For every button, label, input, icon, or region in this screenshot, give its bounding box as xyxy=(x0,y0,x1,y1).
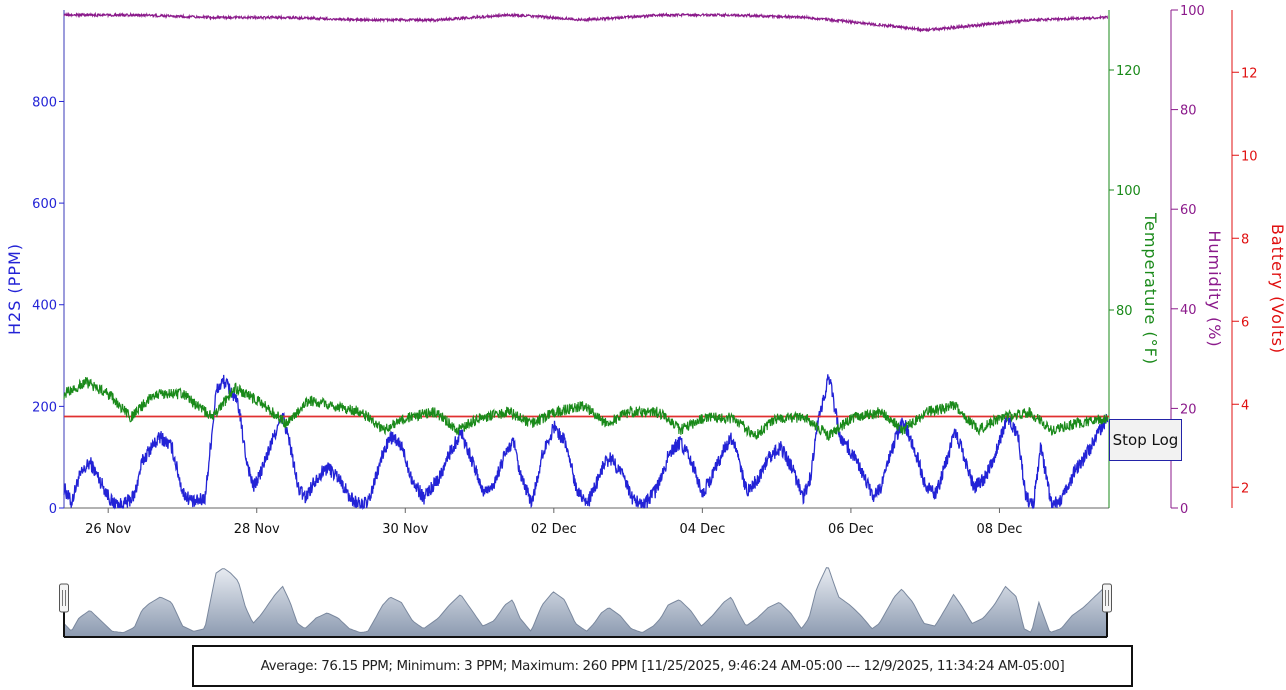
temperature-series-line xyxy=(63,376,1109,442)
x-tick-label: 30 Nov xyxy=(382,522,428,537)
h2s-axis-title: H2S (PPM) xyxy=(5,243,24,335)
statistics-summary: Average: 76.15 PPM; Minimum: 3 PPM; Maxi… xyxy=(192,645,1133,687)
h2s-tick-label: 600 xyxy=(32,197,57,212)
navigator-right-handle[interactable] xyxy=(1102,583,1112,613)
battery-tick-label: 12 xyxy=(1241,66,1258,81)
x-tick-label: 06 Dec xyxy=(828,522,874,537)
h2s-tick-label: 0 xyxy=(49,502,57,517)
battery-tick-label: 4 xyxy=(1241,398,1249,413)
temperature-axis-title: Temperature (°F) xyxy=(1141,212,1160,365)
x-tick-label: 08 Dec xyxy=(977,522,1023,537)
navigator-area xyxy=(63,567,1108,638)
h2s-tick-label: 800 xyxy=(32,95,57,110)
temperature-tick-label: 100 xyxy=(1116,184,1141,199)
stop-log-button[interactable]: Stop Log xyxy=(1109,419,1182,461)
h2s-tick-label: 400 xyxy=(32,299,57,314)
h2s-series-line xyxy=(63,374,1109,510)
humidity-tick-label: 60 xyxy=(1180,203,1197,218)
battery-axis-title: Battery (Volts) xyxy=(1268,224,1286,354)
battery-tick-label: 10 xyxy=(1241,149,1258,164)
navigator-left-handle[interactable] xyxy=(59,583,69,613)
humidity-series-line xyxy=(63,11,1109,33)
humidity-tick-label: 0 xyxy=(1180,502,1188,517)
handle-body xyxy=(1102,583,1112,613)
battery-tick-label: 2 xyxy=(1241,481,1249,496)
x-tick-label: 26 Nov xyxy=(85,522,131,537)
h2s-tick-label: 200 xyxy=(32,400,57,415)
battery-tick-label: 6 xyxy=(1241,315,1249,330)
temperature-tick-label: 120 xyxy=(1116,64,1141,79)
x-tick-label: 04 Dec xyxy=(679,522,725,537)
range-navigator[interactable] xyxy=(59,567,1112,638)
plot-frame xyxy=(63,10,1109,509)
series-layer xyxy=(63,11,1109,510)
humidity-tick-label: 80 xyxy=(1180,104,1197,119)
humidity-tick-label: 100 xyxy=(1180,4,1205,19)
temperature-tick-label: 80 xyxy=(1116,304,1133,319)
battery-axis: 2 4 6 8 10 12 Battery (Volts) xyxy=(1231,10,1286,508)
humidity-tick-label: 40 xyxy=(1180,303,1197,318)
x-tick-label: 02 Dec xyxy=(531,522,577,537)
handle-body xyxy=(59,583,69,613)
battery-tick-label: 8 xyxy=(1241,232,1249,247)
humidity-tick-label: 20 xyxy=(1180,402,1197,417)
time-axis: 26 Nov 28 Nov 30 Nov 02 Dec 04 Dec 06 Dec 08 D… xyxy=(85,508,1022,537)
h2s-axis: 0 200 400 600 800 H2S (PPM) xyxy=(5,95,64,517)
x-tick-label: 28 Nov xyxy=(234,522,280,537)
humidity-axis-title: Humidity (%) xyxy=(1205,230,1224,347)
